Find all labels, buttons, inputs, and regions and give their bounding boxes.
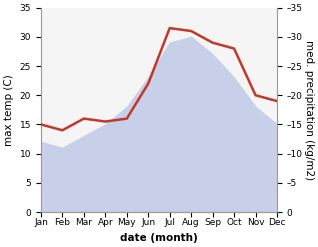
- X-axis label: date (month): date (month): [120, 233, 198, 243]
- Y-axis label: max temp (C): max temp (C): [4, 74, 14, 146]
- Y-axis label: med. precipitation (kg/m2): med. precipitation (kg/m2): [304, 40, 314, 180]
